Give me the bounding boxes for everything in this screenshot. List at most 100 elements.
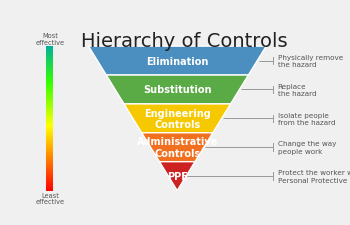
- Text: Most
effective: Most effective: [35, 33, 64, 45]
- Text: Physically remove
the hazard: Physically remove the hazard: [278, 55, 343, 68]
- Bar: [47, 128, 53, 129]
- Bar: [47, 102, 53, 103]
- Bar: [47, 153, 53, 154]
- Bar: [47, 111, 53, 112]
- Bar: [47, 93, 53, 94]
- Bar: [47, 149, 53, 150]
- Bar: [47, 143, 53, 144]
- Bar: [47, 159, 53, 160]
- Bar: [47, 122, 53, 123]
- Bar: [47, 105, 53, 106]
- Bar: [47, 100, 53, 101]
- Bar: [47, 115, 53, 116]
- Bar: [47, 50, 53, 51]
- Bar: [47, 84, 53, 85]
- Bar: [47, 175, 53, 176]
- Bar: [47, 154, 53, 155]
- Text: Hierarchy of Controls: Hierarchy of Controls: [82, 32, 288, 51]
- Bar: [47, 65, 53, 66]
- Bar: [47, 85, 53, 86]
- Bar: [47, 114, 53, 115]
- Bar: [47, 112, 53, 113]
- Bar: [47, 59, 53, 60]
- Bar: [47, 92, 53, 93]
- Bar: [47, 141, 53, 142]
- Text: Engineering
Controls: Engineering Controls: [144, 108, 211, 130]
- Bar: [47, 120, 53, 121]
- Bar: [47, 72, 53, 73]
- Bar: [47, 51, 53, 52]
- Bar: [47, 117, 53, 118]
- Polygon shape: [89, 47, 266, 76]
- Bar: [47, 103, 53, 104]
- Bar: [47, 99, 53, 100]
- Bar: [47, 161, 53, 162]
- Bar: [47, 176, 53, 177]
- Bar: [47, 75, 53, 76]
- Polygon shape: [142, 133, 213, 162]
- Bar: [47, 49, 53, 50]
- Bar: [47, 157, 53, 158]
- Bar: [47, 116, 53, 117]
- Bar: [47, 83, 53, 84]
- Bar: [47, 177, 53, 178]
- Bar: [47, 129, 53, 130]
- Text: PPE: PPE: [167, 171, 188, 181]
- Bar: [47, 140, 53, 141]
- Bar: [47, 109, 53, 110]
- Bar: [47, 108, 53, 109]
- Bar: [47, 91, 53, 92]
- Bar: [47, 179, 53, 180]
- Bar: [47, 181, 53, 182]
- Bar: [47, 123, 53, 124]
- Bar: [47, 55, 53, 56]
- Bar: [47, 97, 53, 98]
- Bar: [47, 64, 53, 65]
- Bar: [47, 113, 53, 114]
- Bar: [47, 79, 53, 80]
- Bar: [47, 96, 53, 97]
- Bar: [47, 135, 53, 136]
- Bar: [47, 53, 53, 54]
- Bar: [47, 172, 53, 173]
- Bar: [47, 167, 53, 168]
- Bar: [47, 78, 53, 79]
- Bar: [47, 74, 53, 75]
- Bar: [47, 166, 53, 167]
- Bar: [47, 152, 53, 153]
- Bar: [47, 163, 53, 164]
- Bar: [47, 148, 53, 149]
- Bar: [47, 160, 53, 161]
- Bar: [47, 110, 53, 111]
- Bar: [47, 138, 53, 139]
- Bar: [47, 52, 53, 53]
- Bar: [47, 182, 53, 183]
- Bar: [47, 136, 53, 137]
- Bar: [47, 126, 53, 127]
- Bar: [47, 67, 53, 68]
- Bar: [47, 121, 53, 122]
- Bar: [47, 106, 53, 107]
- Bar: [47, 118, 53, 119]
- Bar: [47, 66, 53, 67]
- Bar: [47, 189, 53, 190]
- Bar: [47, 131, 53, 132]
- Bar: [47, 68, 53, 69]
- Bar: [47, 82, 53, 83]
- Bar: [47, 48, 53, 49]
- Bar: [47, 174, 53, 175]
- Bar: [47, 87, 53, 88]
- Bar: [47, 71, 53, 72]
- Bar: [47, 125, 53, 126]
- Bar: [47, 183, 53, 184]
- Bar: [47, 47, 53, 48]
- Bar: [47, 190, 53, 191]
- Text: Isolate people
from the hazard: Isolate people from the hazard: [278, 112, 335, 126]
- Bar: [47, 169, 53, 170]
- Bar: [47, 89, 53, 90]
- Bar: [47, 77, 53, 78]
- Bar: [47, 139, 53, 140]
- Bar: [47, 133, 53, 134]
- Bar: [47, 146, 53, 147]
- Polygon shape: [106, 76, 248, 104]
